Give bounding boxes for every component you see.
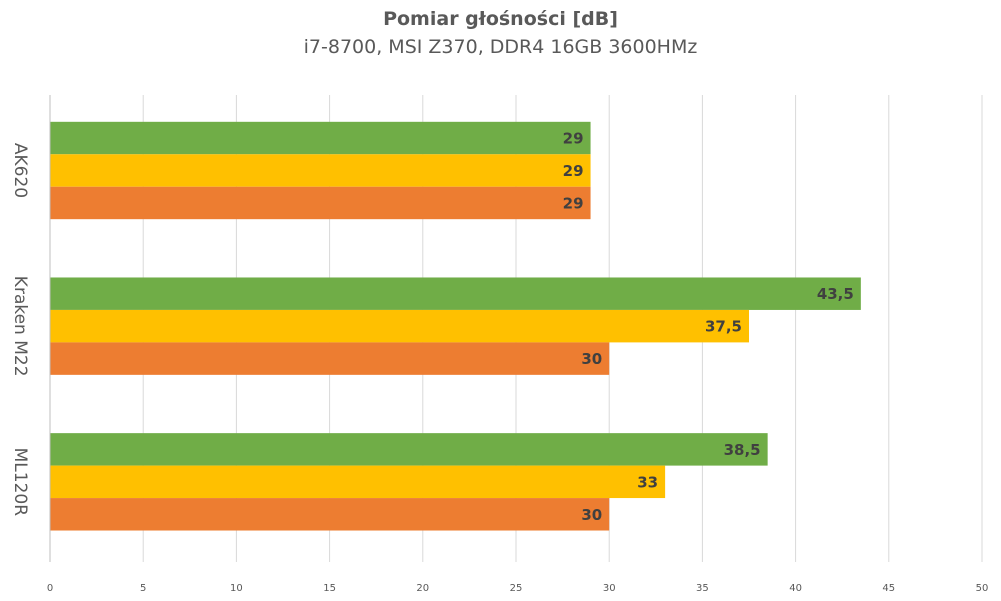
x-tick-label: 5 bbox=[140, 583, 146, 594]
bar bbox=[50, 433, 768, 466]
data-label: 30 bbox=[581, 350, 602, 368]
x-tick-label: 0 bbox=[47, 583, 53, 594]
data-label: 29 bbox=[563, 130, 584, 148]
bars bbox=[50, 121, 861, 531]
x-tick-label: 15 bbox=[323, 583, 336, 594]
category-label: ML120R bbox=[10, 448, 30, 517]
category-label: AK620 bbox=[10, 143, 30, 198]
bar bbox=[50, 309, 749, 343]
data-label: 43,5 bbox=[817, 285, 854, 303]
x-tick-label: 30 bbox=[603, 583, 616, 594]
data-label: 29 bbox=[563, 194, 584, 212]
data-labels: 29 29 29 43,5 37,5 30 38,5 33 30 bbox=[563, 130, 854, 524]
bar bbox=[50, 154, 591, 187]
x-tick-label: 45 bbox=[882, 583, 895, 594]
x-tick-label: 10 bbox=[230, 583, 243, 594]
bar bbox=[50, 465, 666, 499]
axes: 0 5 10 15 20 25 30 35 40 45 50 AK620 Kraken M22 ML120… bbox=[10, 95, 988, 594]
bar bbox=[50, 498, 610, 531]
bar bbox=[50, 342, 610, 375]
x-tick-label: 20 bbox=[416, 583, 429, 594]
x-tick-label: 50 bbox=[976, 583, 989, 594]
category-label: Kraken M22 bbox=[10, 276, 30, 377]
data-label: 38,5 bbox=[724, 441, 761, 459]
x-tick-label: 40 bbox=[789, 583, 802, 594]
chart-subtitle: i7-8700, MSI Z370, DDR4 16GB 3600HMz bbox=[303, 36, 698, 58]
bar bbox=[50, 277, 861, 310]
data-label: 33 bbox=[637, 473, 658, 491]
data-label: 37,5 bbox=[705, 318, 742, 336]
chart-title: Pomiar głośności [dB] bbox=[383, 8, 618, 30]
data-label: 29 bbox=[563, 162, 584, 180]
bar bbox=[50, 186, 591, 220]
x-tick-label: 35 bbox=[696, 583, 709, 594]
x-tick-label: 25 bbox=[510, 583, 523, 594]
bar bbox=[50, 121, 591, 155]
data-label: 30 bbox=[581, 506, 602, 524]
